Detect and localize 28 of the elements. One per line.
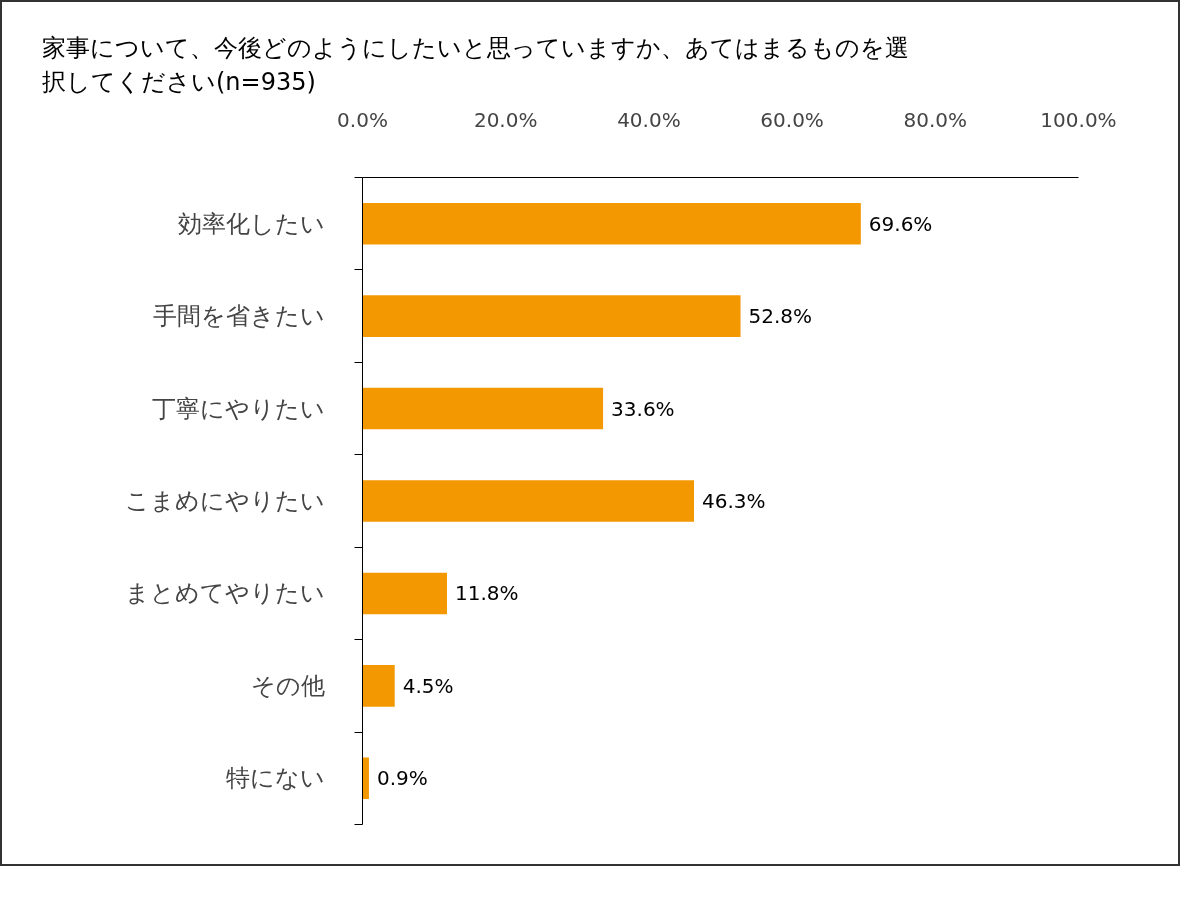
data-label: 46.3% <box>702 489 766 514</box>
bar <box>362 203 861 245</box>
x-tick-label: 0.0% <box>337 107 388 132</box>
chart-title: 家事について、今後どのようにしたいと思っていますか、あてはまるものを選択してください(n=935) <box>42 33 910 98</box>
bar <box>362 572 447 615</box>
data-label: 0.9% <box>376 766 428 791</box>
y-tick-label: 丁寧にやりたい <box>151 394 325 423</box>
bar <box>362 665 395 707</box>
y-tick-label: その他 <box>250 672 325 701</box>
y-tick-label: 特にない <box>225 764 325 793</box>
y-tick-label: 手間を省きたい <box>152 302 325 331</box>
x-tick-label: 40.0% <box>617 107 681 132</box>
x-tick-label: 100.0% <box>1040 107 1117 132</box>
data-label: 11.8% <box>454 581 519 606</box>
data-label: 4.5% <box>402 674 454 699</box>
bar <box>362 295 741 338</box>
bar <box>362 480 695 522</box>
bar <box>362 387 604 430</box>
bar <box>362 757 369 800</box>
data-label: 33.6% <box>611 396 675 421</box>
data-label: 52.8% <box>748 304 813 329</box>
y-tick-label: 効率化したい <box>177 209 325 238</box>
y-tick-label: こまめにやりたい <box>124 487 325 516</box>
y-tick-label: まとめてやりたい <box>124 579 325 608</box>
x-tick-label: 80.0% <box>903 107 968 132</box>
data-label: 69.6% <box>868 211 933 236</box>
x-tick-label: 20.0% <box>473 107 538 132</box>
x-tick-label: 60.0% <box>760 107 824 132</box>
